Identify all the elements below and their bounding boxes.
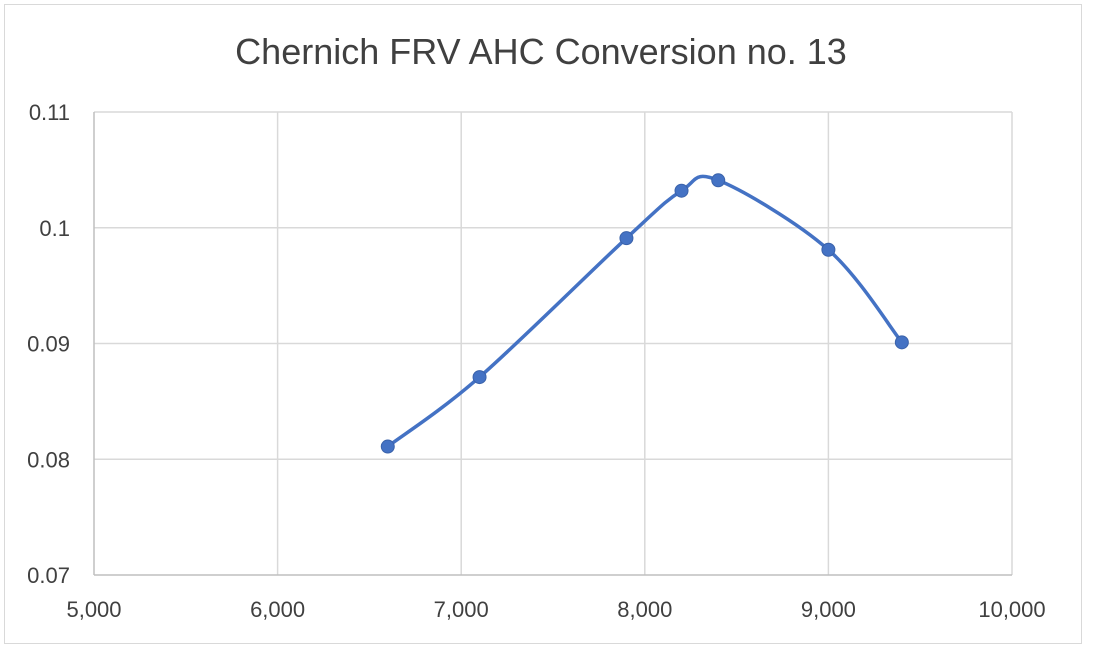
x-tick-label: 5,000 [66, 597, 121, 622]
data-point [711, 173, 726, 188]
data-point [821, 242, 836, 257]
x-tick-label: 7,000 [434, 597, 489, 622]
data-point [674, 183, 689, 198]
grid-layer [94, 111, 1013, 575]
x-tick-label: 9,000 [801, 597, 856, 622]
y-tick-label: 0.1 [39, 216, 70, 241]
y-tick-label: 0.07 [27, 563, 70, 588]
chart-frame [4, 4, 1082, 644]
data-point [380, 439, 395, 454]
x-tick-label: 8,000 [617, 597, 672, 622]
series-layer [380, 173, 909, 454]
tick-label-layer: 0.07 0.08 0.09 0.1 0.11 5,000 6,000 7,000 8,000 9… [27, 100, 1045, 622]
data-point [619, 231, 634, 246]
y-tick-label: 0.08 [27, 447, 70, 472]
x-tick-label: 10,000 [978, 597, 1045, 622]
y-tick-label: 0.11 [29, 100, 70, 125]
data-point [894, 335, 909, 350]
y-tick-label: 0.09 [27, 332, 70, 357]
axis-layer [93, 112, 1012, 576]
x-tick-label: 6,000 [250, 597, 305, 622]
data-point [472, 370, 487, 385]
chart-title: Chernich FRV AHC Conversion no. 13 [235, 31, 847, 72]
